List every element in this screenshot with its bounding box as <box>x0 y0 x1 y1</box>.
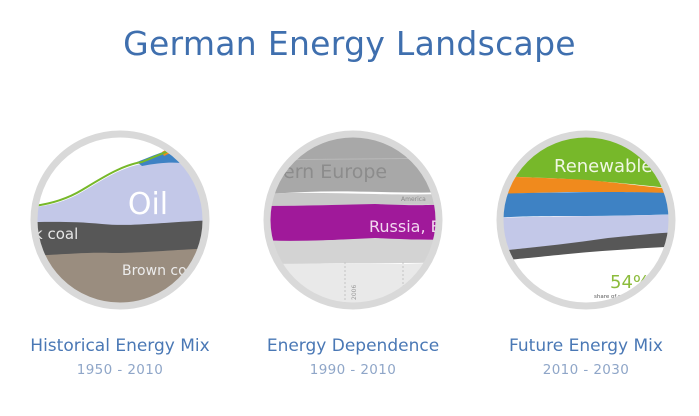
card-years: 1990 - 2010 <box>309 362 397 378</box>
year-label-2006: 2006 <box>351 285 358 300</box>
renewable-line <box>34 145 183 208</box>
card-years: 1950 - 2010 <box>76 362 164 378</box>
thumbnail-ring <box>30 130 210 310</box>
other-area-1 <box>267 238 439 264</box>
dark-area <box>500 232 672 262</box>
america-label: America <box>401 196 426 203</box>
orange-area <box>500 176 672 194</box>
historical-energy-mix-thumbnail[interactable]: Oil k coal Brown co <box>22 122 218 318</box>
brown-coal-label: Brown co <box>122 263 187 279</box>
page-title: German Energy Landscape <box>123 24 576 63</box>
card-title[interactable]: Energy Dependence <box>266 336 440 356</box>
card-historical-energy-mix[interactable]: Oil k coal Brown co Historical Energy Mi… <box>4 122 236 378</box>
future-energy-mix-thumbnail[interactable]: Renewable 54% share of renew <box>488 122 684 318</box>
energy-dependence-thumbnail[interactable]: ern Europe America Russia, Eas 2006 2002 <box>255 122 451 318</box>
share-caption: share of renew <box>594 294 635 300</box>
hard-coal-area <box>34 218 206 256</box>
card-title[interactable]: Historical Energy Mix <box>30 336 210 356</box>
card-future-energy-mix[interactable]: Renewable 54% share of renew Future Ener… <box>470 122 699 378</box>
hard-coal-label: k coal <box>34 225 78 243</box>
russia-label: Russia, Eas <box>369 217 451 236</box>
card-years: 2010 - 2030 <box>542 362 630 378</box>
america-area <box>267 192 439 206</box>
russia-area <box>267 204 439 242</box>
oil-label: Oil <box>128 187 168 222</box>
card-energy-dependence[interactable]: ern Europe America Russia, Eas 2006 2002… <box>237 122 469 378</box>
thumbnail-ring <box>496 130 676 310</box>
western-europe-label: ern Europe <box>283 161 387 183</box>
blue-area <box>500 192 672 218</box>
oil-area <box>34 160 206 225</box>
thumbnail-ring <box>263 130 443 310</box>
lavender-area <box>500 214 672 252</box>
card-title[interactable]: Future Energy Mix <box>509 336 663 356</box>
renewable-label: Renewable <box>554 156 653 177</box>
